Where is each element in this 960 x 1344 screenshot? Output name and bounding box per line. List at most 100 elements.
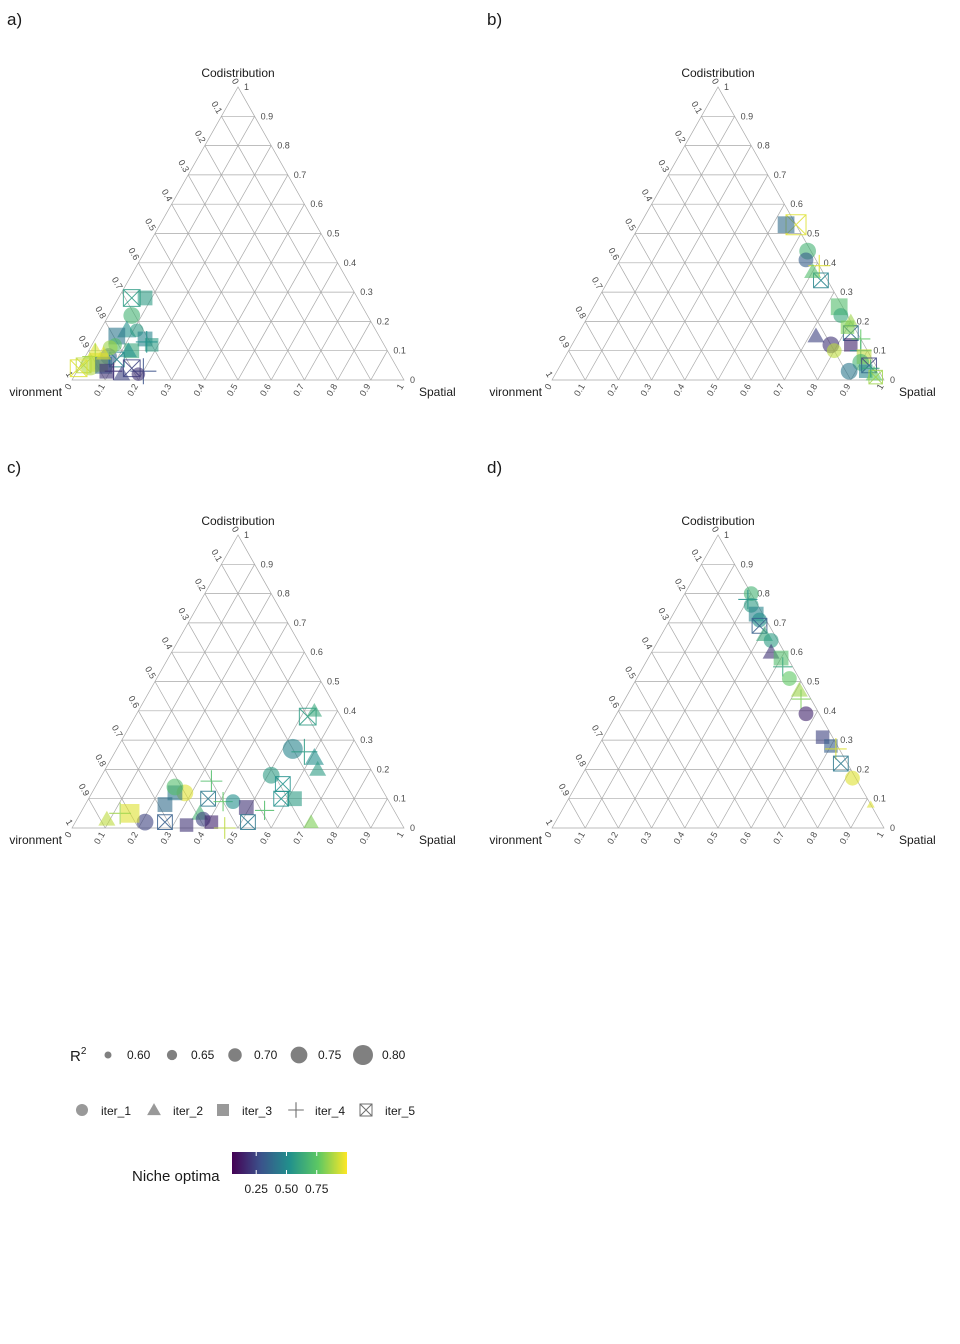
tick-label-spatial: 1 <box>875 382 886 391</box>
tick-label-environment: 0.1 <box>689 547 704 563</box>
gridline-spatial <box>584 564 735 829</box>
tick-label-environment: 0 <box>230 525 241 534</box>
r2-key-circle <box>228 1048 242 1062</box>
r2-key-label: 0.65 <box>191 1048 215 1062</box>
data-point-iter_2 <box>790 681 808 697</box>
tick-label-codistribution: 0.8 <box>757 141 770 151</box>
data-points <box>69 289 159 385</box>
axis-title-codistribution: Codistribution <box>201 66 274 80</box>
tick-label-environment: 0.6 <box>126 246 141 262</box>
tick-label-codistribution: 0.5 <box>327 229 340 239</box>
data-point-iter_1 <box>136 813 154 831</box>
tick-label-environment: 0.4 <box>160 187 175 203</box>
ternary-plot-a: 0000.10.10.10.20.20.20.30.30.30.40.40.40… <box>9 66 455 399</box>
gridline-spatial <box>784 291 835 381</box>
tick-label-spatial: 0.6 <box>738 382 753 398</box>
shape-key-label: iter_5 <box>385 1104 415 1118</box>
data-point-iter_4 <box>109 802 132 825</box>
data-point-iter_1 <box>833 308 849 323</box>
data-point-iter_1 <box>225 794 241 810</box>
colorbar-tick-label: 0.75 <box>305 1182 329 1196</box>
tick-label-codistribution: 0.3 <box>840 287 853 297</box>
gridline-spatial <box>850 798 868 829</box>
axis-title-environment: vironment <box>9 385 62 399</box>
tick-label-codistribution: 0.8 <box>757 589 770 599</box>
colorbar <box>232 1152 347 1174</box>
data-point-iter_2 <box>807 327 825 343</box>
axis-title-spatial: Spatial <box>899 833 936 847</box>
tick-label-environment: 0.4 <box>640 187 655 203</box>
tick-label-codistribution: 0.2 <box>857 764 870 774</box>
tick-label-codistribution: 0 <box>410 823 415 833</box>
gridline-environment <box>138 710 206 829</box>
axis-title-codistribution: Codistribution <box>201 514 274 528</box>
tick-label-codistribution: 0.3 <box>840 735 853 745</box>
data-point-iter_5 <box>69 359 88 378</box>
tick-label-environment: 1 <box>64 818 75 827</box>
data-point-iter_5 <box>200 790 217 807</box>
gridline-spatial <box>784 739 835 829</box>
tick-label-codistribution: 0.4 <box>344 706 357 716</box>
gridline-environment <box>618 262 686 381</box>
gridline-environment <box>568 798 586 829</box>
gridline-environment <box>584 769 619 829</box>
tick-label-spatial: 0.6 <box>738 830 753 846</box>
gridline-spatial <box>270 710 338 829</box>
tick-label-spatial: 0.9 <box>838 830 853 846</box>
r2-key-circle <box>104 1051 112 1059</box>
tick-label-codistribution: 0.8 <box>277 141 290 151</box>
tick-label-codistribution: 0.5 <box>807 677 820 687</box>
tick-label-codistribution: 0.6 <box>790 199 803 209</box>
tick-label-spatial: 0.1 <box>572 382 587 398</box>
tick-label-environment: 0 <box>710 77 721 86</box>
tick-label-spatial: 0.7 <box>291 830 306 846</box>
tick-label-spatial: 0.6 <box>258 830 273 846</box>
tick-label-environment: 0.9 <box>557 782 572 798</box>
data-point-iter_3 <box>777 216 795 234</box>
axis-title-codistribution: Codistribution <box>681 66 754 80</box>
data-point-iter_5 <box>240 814 256 831</box>
tick-label-codistribution: 0.7 <box>294 618 307 628</box>
tick-label-codistribution: 0.7 <box>294 170 307 180</box>
tick-label-spatial: 0.7 <box>771 830 786 846</box>
tick-label-environment: 0.3 <box>656 158 671 174</box>
shape-key-label: iter_1 <box>101 1104 131 1118</box>
gridline-environment <box>221 116 372 381</box>
shape-key-label: iter_2 <box>173 1104 203 1118</box>
data-point-iter_1 <box>752 612 767 628</box>
tick-label-codistribution: 1 <box>244 530 249 540</box>
tick-label-codistribution: 0.4 <box>824 258 837 268</box>
data-point-iter_3 <box>157 797 173 812</box>
data-points <box>738 586 875 808</box>
tick-label-environment: 1 <box>544 818 555 827</box>
data-point-iter_1 <box>763 633 779 648</box>
data-point-iter_2 <box>303 814 319 828</box>
gridline-environment <box>667 622 785 829</box>
gridline-spatial <box>584 116 735 381</box>
tick-label-codistribution: 0.7 <box>774 618 787 628</box>
colorbar-ticks: 0.25 0.50 0.75 <box>245 1152 329 1196</box>
tick-label-environment: 0.3 <box>176 606 191 622</box>
tick-label-environment: 0.2 <box>673 577 688 593</box>
tick-label-environment: 0.7 <box>110 275 125 291</box>
data-point-iter_4 <box>861 359 880 378</box>
data-point-iter_3 <box>844 338 858 352</box>
tick-label-spatial: 0.1 <box>92 382 107 398</box>
data-point-iter_3 <box>287 791 302 807</box>
tick-label-environment: 0.9 <box>77 782 92 798</box>
data-point-iter_3 <box>238 800 254 815</box>
tick-label-codistribution: 0.1 <box>393 794 406 804</box>
ternary-panel-a: a) 0 0 0 0.1 0.1 0.1 0.2 0.2 0.2 0.3 0.3 0.3 0.4 0.4 0… <box>0 0 470 440</box>
tick-label-codistribution: 0.3 <box>360 735 373 745</box>
data-point-iter_2 <box>865 365 883 381</box>
gridline-environment <box>701 564 852 829</box>
ternary-plot-d: 0000.10.10.10.20.20.20.30.30.30.40.40.40… <box>489 514 936 847</box>
tick-label-spatial: 0 <box>543 382 554 391</box>
gridline-environment <box>634 681 719 829</box>
ternary-plot-b: 0000.10.10.10.20.20.20.30.30.30.40.40.40… <box>489 66 935 399</box>
axis-title-codistribution: Codistribution <box>681 514 754 528</box>
panel-letter: b) <box>487 10 503 29</box>
r2-legend-title: R2 <box>70 1046 87 1065</box>
tick-label-environment: 0.1 <box>209 547 224 563</box>
data-point-iter_2 <box>309 760 327 776</box>
